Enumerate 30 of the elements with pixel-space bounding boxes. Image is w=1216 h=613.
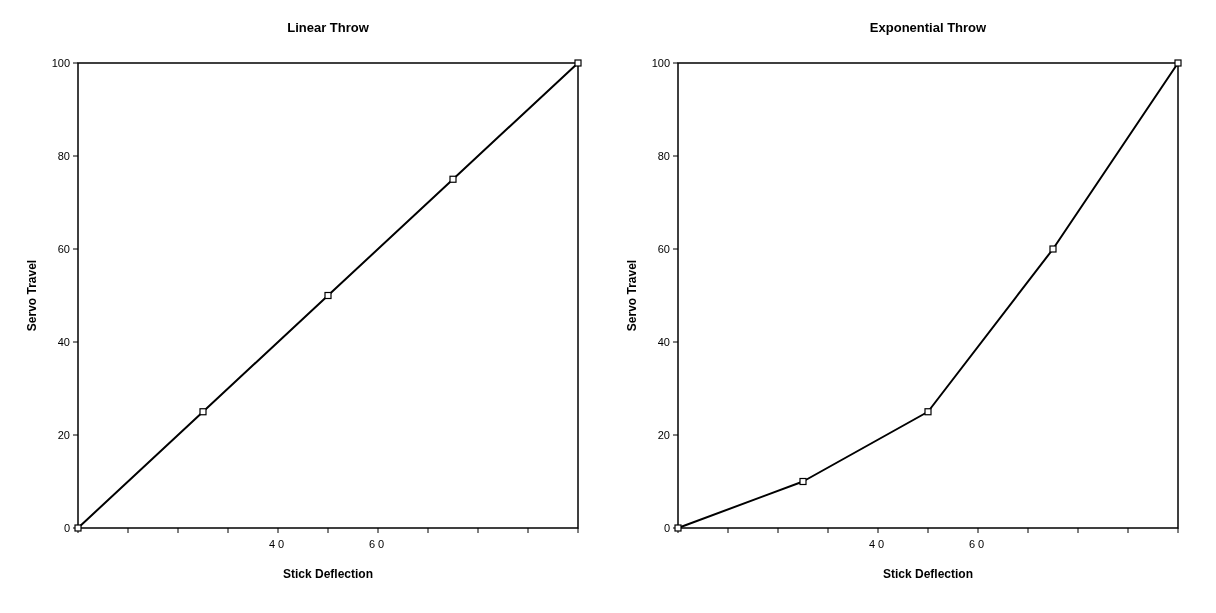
point bbox=[1049, 245, 1057, 253]
y-tick-label: 100 bbox=[651, 57, 670, 69]
y-tick-label: 40 bbox=[657, 336, 670, 348]
point bbox=[324, 291, 332, 300]
x-axis-title: Stick Deflection bbox=[282, 567, 374, 581]
point bbox=[924, 408, 932, 416]
y-tick-label: 80 bbox=[657, 150, 670, 162]
point bbox=[199, 408, 207, 416]
y-axis-title: Servo Travel bbox=[25, 259, 39, 332]
chart-title: Exponential Throw bbox=[869, 20, 988, 35]
chart-title: Linear Throw bbox=[287, 20, 370, 35]
y-tick-label: 0 bbox=[663, 522, 670, 534]
point bbox=[449, 175, 457, 183]
y-tick-label: 20 bbox=[57, 429, 70, 441]
y-tick-label: 60 bbox=[657, 243, 670, 255]
y-tick-label: 60 bbox=[57, 243, 70, 255]
y-tick-label: 20 bbox=[657, 429, 670, 441]
y-tick-label: 80 bbox=[57, 150, 70, 162]
point bbox=[574, 59, 582, 67]
point bbox=[1174, 59, 1182, 67]
y-axis-title: Servo Travel bbox=[625, 259, 639, 332]
x-tick-label: 40 bbox=[868, 538, 888, 550]
y-tick-label: 40 bbox=[57, 336, 70, 348]
y-tick-label: 100 bbox=[51, 57, 70, 69]
x-tick-label: 40 bbox=[268, 538, 288, 550]
x-axis-title: Stick Deflection bbox=[882, 567, 974, 581]
x-tick-label: 60 bbox=[968, 538, 988, 550]
x-tick-label: 60 bbox=[368, 538, 388, 550]
point bbox=[799, 477, 807, 486]
y-tick-label: 0 bbox=[63, 522, 70, 534]
